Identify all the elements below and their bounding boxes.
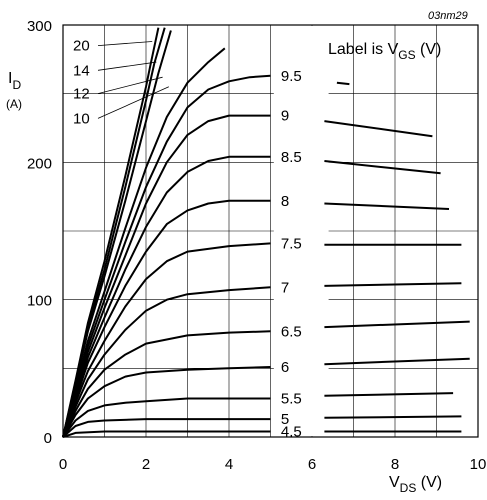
curve-label-5_5: 5.5 [281, 391, 302, 408]
x-tick-label: 2 [142, 456, 150, 473]
curve-vgs-9_5 [62, 74, 271, 438]
curve-vgs-4_5 [62, 430, 271, 438]
curve-label-9_5: 9.5 [281, 68, 302, 85]
curve-vgs-6_5 [62, 330, 271, 438]
curve-labels: 4.55 5.5 6 6.5 7 7.5 8 8.5 9 9.5 10 12 14 20 [73, 38, 302, 441]
plot-frame [62, 24, 479, 438]
x-tick-label: 8 [391, 456, 399, 473]
curve-vgs-8-high [324, 202, 450, 210]
y-tick-label: 100 [27, 293, 52, 310]
curve-vgs-20 [62, 27, 160, 438]
curve-label-5: 5 [281, 411, 289, 428]
x-tick-label: 0 [59, 456, 67, 473]
curve-label-4_5: 4.5 [281, 424, 302, 441]
curve-vgs-5_5-high [324, 392, 454, 397]
curve-label-8: 8 [281, 193, 289, 210]
curve-vgs-7-high [324, 282, 462, 287]
curve-vgs-5-high [324, 415, 462, 419]
leader-line-20 [97, 41, 153, 46]
curve-vgs-8 [62, 199, 271, 438]
curve-label-9: 9 [281, 108, 289, 125]
label-column [273, 26, 329, 436]
leader-line-14 [97, 61, 157, 71]
curve-label-10: 10 [73, 110, 90, 127]
annotation-label: Label is VGS (V) [328, 41, 441, 62]
x-tick-label: 6 [308, 456, 316, 473]
curve-label-6_5: 6.5 [281, 323, 302, 340]
y-tick-label: 300 [27, 18, 52, 35]
curve-label-7_5: 7.5 [281, 235, 302, 252]
plot-border [62, 24, 479, 438]
y-tick-label: 200 [27, 155, 52, 172]
curve-vgs-6 [62, 366, 271, 438]
curve-vgs-9 [62, 114, 271, 438]
curve-vgs-8_5 [62, 155, 271, 438]
x-axis-label: VDS (V) [389, 474, 442, 495]
curve-label-12: 12 [73, 86, 90, 103]
curve-label-6: 6 [281, 359, 289, 376]
curve-vgs-9_5-high [336, 81, 350, 86]
curve-vgs-5 [62, 418, 271, 438]
curve-label-14: 14 [73, 62, 90, 79]
figure-code: 03nm29 [428, 10, 468, 22]
curve-label-20: 20 [73, 38, 90, 55]
curves [62, 27, 470, 438]
curve-vgs-9-high [324, 120, 433, 138]
curve-vgs-7 [62, 286, 271, 438]
curve-vgs-6-high [324, 357, 470, 366]
curve-vgs-8_5-high [324, 160, 441, 175]
curve-vgs-10 [62, 47, 226, 438]
curve-label-8_5: 8.5 [281, 149, 302, 166]
leader-line-12 [97, 76, 163, 95]
curve-vgs-5_5 [62, 397, 271, 438]
curve-vgs-7_5 [62, 242, 271, 438]
leader-line-10 [97, 86, 169, 119]
y-tick-label: 0 [44, 430, 52, 447]
x-tick-label: 4 [225, 456, 233, 473]
x-tick-label: 10 [470, 456, 487, 473]
curve-label-7: 7 [281, 279, 289, 296]
leader-lines [97, 41, 169, 119]
y-axis-unit: (A) [6, 97, 22, 111]
curve-vgs-6_5-high [324, 320, 470, 329]
y-axis-label: ID [8, 70, 21, 92]
